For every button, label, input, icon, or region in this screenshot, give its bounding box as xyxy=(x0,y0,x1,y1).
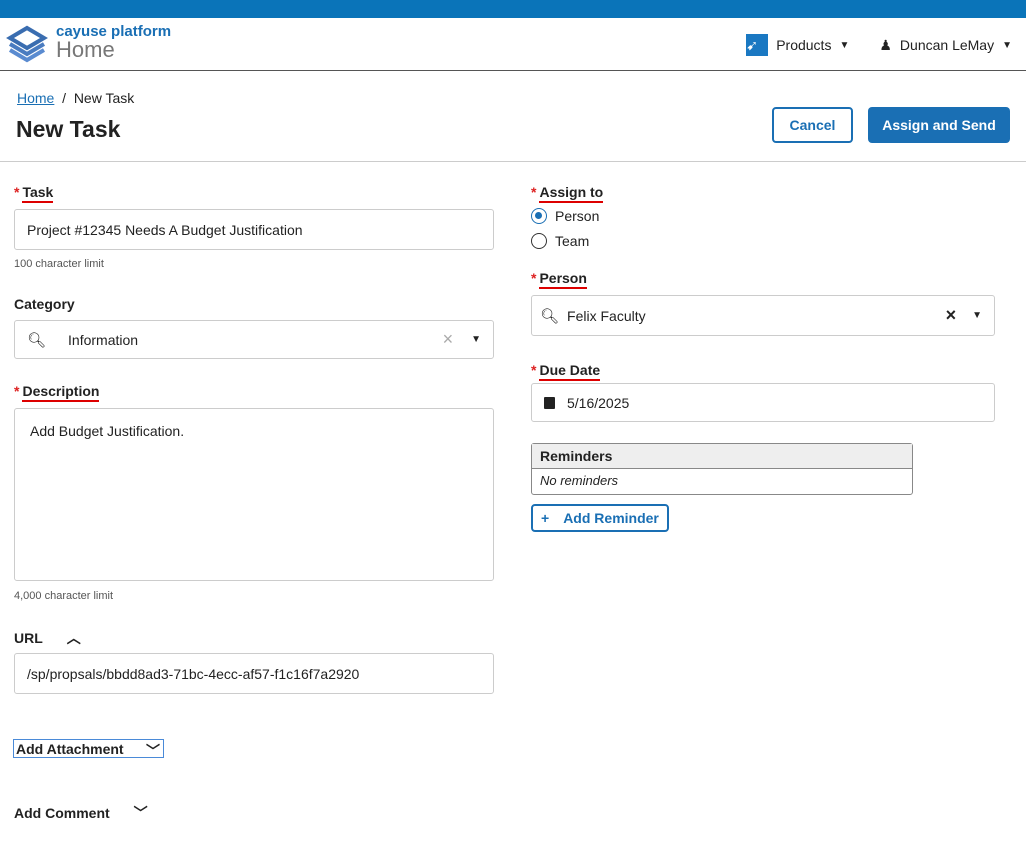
due-date-label: * Due Date xyxy=(531,362,601,381)
chevron-down-icon: ﹀ xyxy=(133,805,148,821)
products-menu[interactable]: ➹ Products ▼ xyxy=(746,34,849,56)
url-input[interactable]: /sp/propsals/bbdd8ad3-71bc-4ecc-af57-f1c… xyxy=(14,653,494,694)
required-mark: * xyxy=(531,184,537,200)
app-name: Home xyxy=(56,37,115,62)
breadcrumb-current: New Task xyxy=(73,90,135,106)
caret-down-icon[interactable]: ▼ xyxy=(471,334,481,345)
breadcrumb-home[interactable]: Home xyxy=(17,90,55,106)
description-label: * Description xyxy=(14,383,100,402)
category-label: Category xyxy=(14,296,75,312)
products-icon: ➹ xyxy=(746,34,769,56)
task-label-text: Task xyxy=(22,184,54,203)
category-select[interactable]: 🔍︎ Information × ▼ xyxy=(14,320,494,359)
due-date-value: 5/16/2025 xyxy=(567,394,630,411)
reminders-header: Reminders xyxy=(532,444,912,469)
radio-button[interactable] xyxy=(531,208,547,224)
header: cayuse platform Home ➹ Products ▼ ♟ Duncan L… xyxy=(0,18,1026,71)
reminders-empty: No reminders xyxy=(540,473,619,488)
radio-team[interactable]: Team xyxy=(531,233,589,249)
add-comment-label: Add Comment xyxy=(14,805,110,821)
top-bar xyxy=(0,0,1026,18)
add-reminder-label: Add Reminder xyxy=(563,510,659,526)
add-attachment-toggle[interactable]: Add Attachment ﹀ xyxy=(13,739,164,759)
caret-down-icon: ▼ xyxy=(839,39,850,51)
person-label: * Person xyxy=(531,270,587,289)
assign-to-label-text: Assign to xyxy=(539,184,604,203)
breadcrumb: Home / New Task xyxy=(17,90,134,106)
assign-to-label: * Assign to xyxy=(531,184,604,203)
url-toggle[interactable]: URL ︿ xyxy=(14,628,81,648)
divider xyxy=(0,161,1026,162)
layers-icon xyxy=(6,25,48,63)
due-date-input[interactable]: 5/16/2025 xyxy=(531,383,995,422)
clear-icon[interactable]: × xyxy=(945,305,957,325)
search-icon: 🔍︎ xyxy=(27,331,47,349)
person-select[interactable]: 🔍︎ Felix Faculty × ▼ xyxy=(531,295,995,336)
chevron-down-icon: ﹀ xyxy=(146,743,160,759)
description-label-text: Description xyxy=(22,383,100,402)
person-label-text: Person xyxy=(539,270,587,289)
add-comment-toggle[interactable]: Add Comment ﹀ xyxy=(14,803,148,823)
clear-icon[interactable]: × xyxy=(442,329,454,349)
description-hint: 4,000 character limit xyxy=(14,590,114,602)
cancel-button[interactable]: Cancel xyxy=(772,107,853,143)
chevron-up-icon: ︿ xyxy=(66,630,81,646)
user-name: Duncan LeMay xyxy=(899,37,995,53)
caret-down-icon: ▼ xyxy=(1002,39,1012,51)
radio-label: Team xyxy=(555,233,590,249)
person-value: Felix Faculty xyxy=(567,307,646,324)
required-mark: * xyxy=(14,383,20,399)
add-reminder-button[interactable]: + Add Reminder xyxy=(531,504,669,532)
products-label: Products xyxy=(776,37,832,53)
search-icon: 🔍︎ xyxy=(540,307,560,325)
caret-down-icon[interactable]: ▼ xyxy=(972,310,982,321)
radio-button[interactable] xyxy=(531,233,547,249)
assign-and-send-button[interactable]: Assign and Send xyxy=(868,107,1010,143)
required-mark: * xyxy=(14,184,20,200)
brand-name: cayuse platform xyxy=(56,23,172,40)
task-label: * Task xyxy=(14,184,54,203)
user-icon: ♟ xyxy=(879,36,892,53)
calendar-icon xyxy=(544,396,555,409)
plus-icon: + xyxy=(541,510,550,526)
required-mark: * xyxy=(531,362,537,378)
due-date-label-text: Due Date xyxy=(539,362,601,381)
user-menu[interactable]: ♟ Duncan LeMay ▼ xyxy=(879,37,1012,54)
task-input[interactable]: Project #12345 Needs A Budget Justificat… xyxy=(14,209,494,250)
url-label: URL xyxy=(14,630,43,646)
breadcrumb-separator: / xyxy=(62,90,67,106)
page-title: New Task xyxy=(16,116,121,142)
logo[interactable]: cayuse platform Home xyxy=(6,24,171,64)
task-hint: 100 character limit xyxy=(14,258,104,270)
add-attachment-label: Add Attachment xyxy=(16,741,124,757)
reminders-table: Reminders No reminders xyxy=(531,443,913,495)
radio-person[interactable]: Person xyxy=(531,208,599,224)
required-mark: * xyxy=(531,270,537,286)
radio-label: Person xyxy=(555,208,600,224)
category-value: Information xyxy=(68,331,139,348)
description-textarea[interactable]: Add Budget Justification. xyxy=(14,408,494,581)
